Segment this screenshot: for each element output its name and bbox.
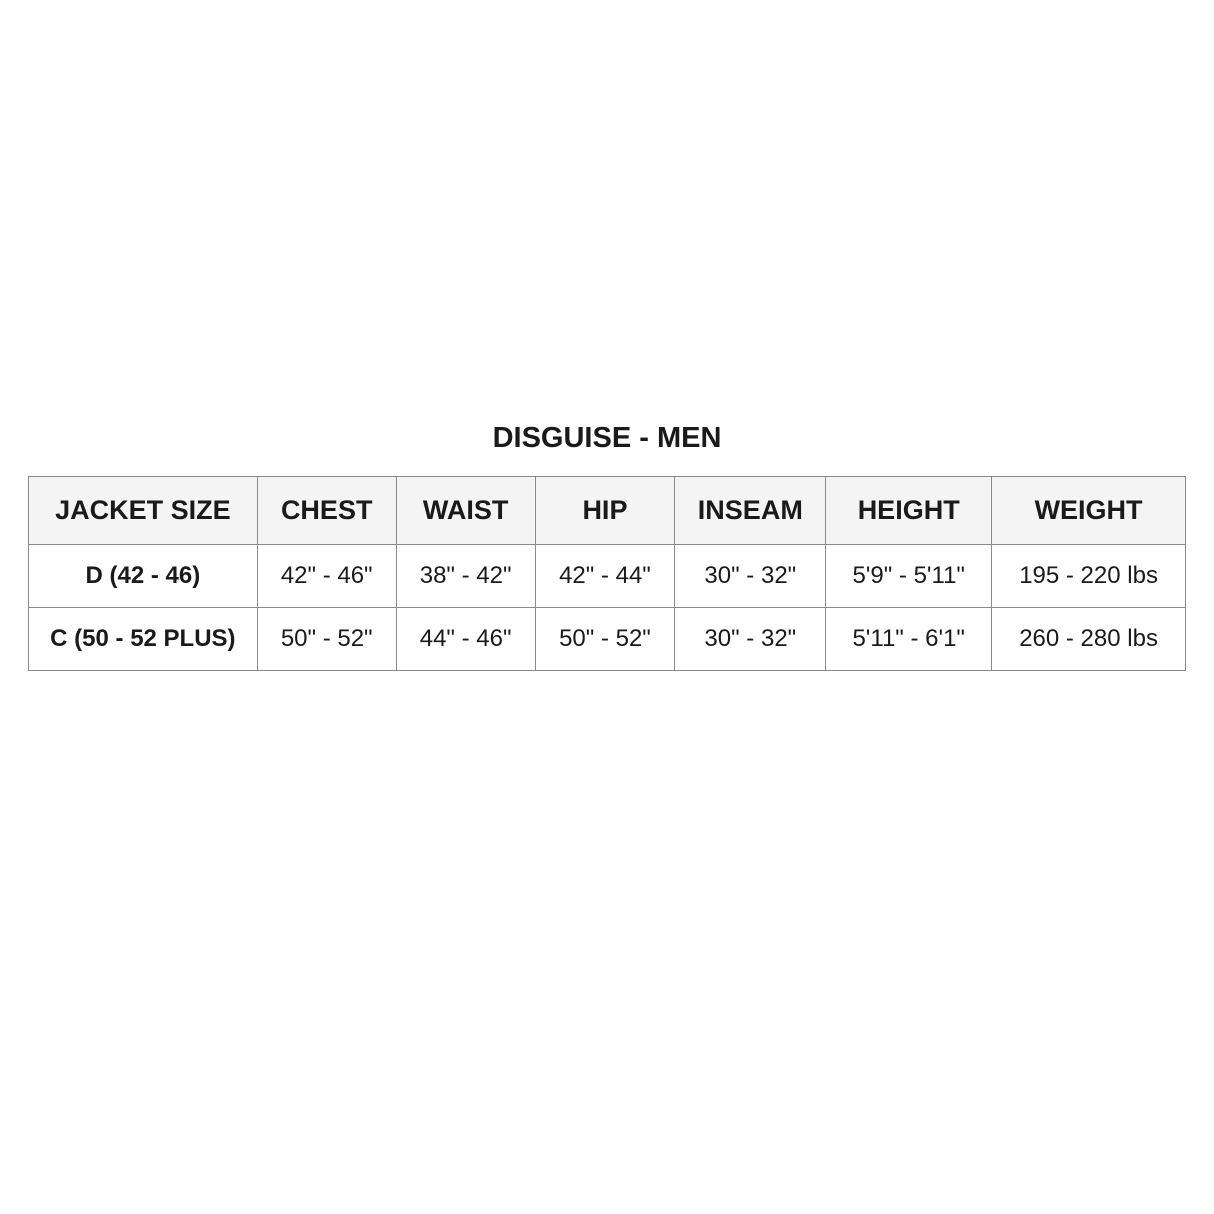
header-hip: HIP: [534, 476, 676, 545]
header-jacket-size: JACKET SIZE: [28, 476, 258, 545]
cell-waist: 38" - 42": [395, 544, 536, 608]
cell-waist: 44" - 46": [395, 607, 536, 671]
cell-height: 5'9" - 5'11": [825, 544, 993, 608]
cell-jacket-size: C (50 - 52 PLUS): [28, 607, 258, 671]
cell-chest: 50" - 52": [256, 607, 397, 671]
table-row: C (50 - 52 PLUS) 50" - 52" 44" - 46" 50"…: [28, 607, 1186, 671]
table-row: D (42 - 46) 42" - 46" 38" - 42" 42" - 44…: [28, 544, 1186, 608]
header-height: HEIGHT: [825, 476, 993, 545]
cell-hip: 42" - 44": [534, 544, 676, 608]
header-weight: WEIGHT: [991, 476, 1186, 545]
cell-hip: 50" - 52": [534, 607, 676, 671]
header-chest: CHEST: [256, 476, 397, 545]
cell-inseam: 30" - 32": [674, 544, 827, 608]
size-chart-table: JACKET SIZE CHEST WAIST HIP INSEAM HEIGH…: [28, 476, 1186, 671]
cell-chest: 42" - 46": [256, 544, 397, 608]
header-inseam: INSEAM: [674, 476, 827, 545]
cell-weight: 260 - 280 lbs: [991, 607, 1186, 671]
header-waist: WAIST: [395, 476, 536, 545]
cell-height: 5'11" - 6'1": [825, 607, 993, 671]
cell-weight: 195 - 220 lbs: [991, 544, 1186, 608]
chart-title: DISGUISE - MEN: [492, 422, 722, 454]
header-row: JACKET SIZE CHEST WAIST HIP INSEAM HEIGH…: [28, 476, 1186, 545]
cell-inseam: 30" - 32": [674, 607, 827, 671]
cell-jacket-size: D (42 - 46): [28, 544, 258, 608]
